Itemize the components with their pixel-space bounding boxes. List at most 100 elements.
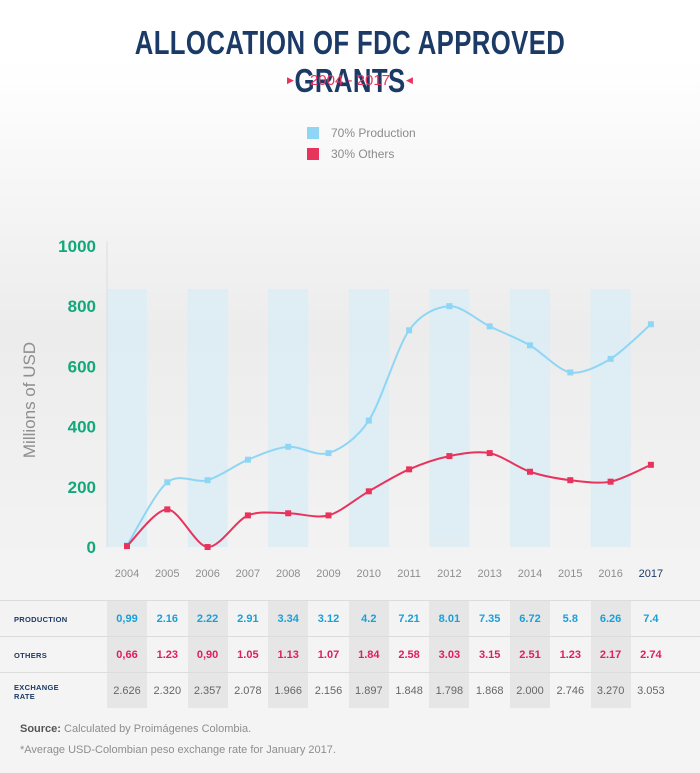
table-cell: 2.357 [193, 685, 222, 697]
band-2008 [268, 289, 309, 547]
data-point-production-2017 [647, 321, 654, 328]
table-cell: 7.21 [398, 613, 420, 625]
y-tick-label: 800 [68, 297, 96, 316]
table-cell: 3.15 [478, 649, 501, 661]
table-cell: 1.13 [277, 649, 299, 661]
footnote: *Average USD-Colombian peso exchange rat… [20, 744, 336, 756]
table-cell: 0,99 [116, 613, 138, 625]
table-cell: 2.16 [156, 613, 178, 625]
data-point-production-2007 [244, 456, 251, 463]
table-cell: 3.270 [596, 685, 625, 697]
x-tick-label: 2015 [558, 568, 582, 580]
row-label: PRODUCTION [14, 615, 68, 624]
table-cell: 0,90 [196, 649, 219, 661]
y-tick-label: 1000 [58, 237, 96, 256]
table-cell: 6.26 [599, 613, 622, 625]
table-cell: 2.156 [314, 685, 343, 697]
y-axis-label: Millions of USD [20, 341, 39, 459]
data-point-production-2014 [527, 342, 533, 349]
x-tick-label: 2007 [236, 568, 260, 580]
data-point-production-2012 [446, 303, 453, 310]
table-cell: 1.848 [395, 685, 423, 697]
table-cell: 1.798 [435, 685, 464, 697]
table-cell: 2.078 [234, 685, 262, 697]
x-tick-label: 2009 [316, 568, 340, 580]
table-cell: 3.03 [438, 649, 461, 661]
data-point-others-2004 [124, 543, 130, 550]
data-point-others-2009 [325, 512, 332, 519]
table-cell: 1.07 [317, 649, 340, 661]
table-cell: 2.17 [599, 649, 622, 661]
table-cell: 3.053 [637, 685, 665, 697]
table-column-band [187, 600, 228, 708]
table-cell: 1.897 [355, 685, 383, 697]
row-label: EXCHANGE RATE [14, 683, 59, 701]
table-cell: 1.05 [237, 649, 259, 661]
table-column-band [429, 600, 470, 708]
y-tick-label: 600 [68, 357, 96, 376]
data-point-others-2013 [486, 450, 493, 457]
source-line: Source: Calculated by Proimágenes Colomb… [20, 723, 251, 735]
x-tick-label: 2012 [437, 568, 461, 580]
table-cell: 1.84 [358, 649, 380, 661]
data-point-production-2008 [285, 443, 292, 450]
data-point-others-2008 [285, 510, 292, 517]
table-cell: 7.4 [643, 613, 659, 625]
legend-swatch-others [307, 147, 319, 160]
x-tick-label: 2006 [195, 568, 219, 580]
data-point-others-2017 [647, 461, 654, 468]
data-point-others-2007 [244, 512, 251, 519]
table-cell: 2.91 [237, 613, 259, 625]
band-2004 [107, 289, 147, 547]
table-column-band [348, 600, 389, 708]
x-tick-label: 2016 [598, 568, 622, 580]
table-cell: 3.12 [317, 613, 340, 625]
table-column-band [510, 600, 550, 708]
table-cell: 3.34 [277, 613, 299, 625]
right-arrow-icon: ▶ [287, 75, 294, 85]
x-tick-label: 2014 [518, 568, 542, 580]
table-cell: 4.2 [361, 613, 377, 625]
table-column-band [107, 600, 147, 708]
band-2014 [510, 289, 550, 547]
data-point-production-2006 [204, 477, 211, 484]
table-row: EXCHANGE RATE 2.626 2.320 2.357 2.078 1.966 2.… [0, 672, 700, 709]
data-point-others-2011 [406, 466, 413, 473]
x-tick-label: 2017 [639, 568, 663, 580]
legend-label-production: 70% Production [331, 125, 416, 140]
legend-item-production: 70% Production [307, 122, 416, 143]
line-chart: 0 200 400 600 800 1000 2004 2005 2006 2007 2008 200… [58, 237, 663, 580]
legend-swatch-production [307, 126, 319, 139]
data-point-others-2010 [365, 488, 372, 495]
data-point-others-2014 [527, 468, 533, 475]
subtitle-text: 2004 - 2017 [309, 72, 391, 89]
table-column-band [590, 600, 631, 708]
band-2016 [590, 289, 631, 547]
table-cell: 2.58 [398, 649, 420, 661]
table-cell: 5.8 [562, 613, 578, 625]
data-point-others-2005 [164, 506, 171, 513]
y-tick-label: 0 [87, 538, 96, 557]
data-point-production-2009 [325, 450, 332, 457]
table-cell: 1.23 [156, 649, 178, 661]
table-cell: 1.966 [274, 685, 302, 697]
table-cell: 2.746 [556, 685, 585, 697]
table-cell: 0,66 [116, 649, 138, 661]
legend-item-others: 30% Others [307, 143, 416, 164]
data-point-production-2015 [567, 369, 574, 376]
data-point-production-2013 [486, 323, 493, 330]
data-point-production-2010 [365, 417, 372, 424]
data-point-others-2012 [446, 453, 453, 460]
x-tick-label: 2005 [155, 568, 179, 580]
table-cell: 7.35 [478, 613, 501, 625]
page-title: ALLOCATION OF FDC APPROVED GRANTS [134, 24, 566, 99]
source-label: Source: [20, 723, 61, 735]
x-tick-label: 2004 [115, 568, 139, 580]
table-column-band [268, 600, 309, 708]
table-row: OTHERS 0,66 1.23 0,90 1.05 1.13 1.07 1.84 2.58 3.… [0, 636, 700, 673]
table-row: PRODUCTION 0,99 2.16 2.22 2.91 3.34 3.12 4.2 7.2… [0, 600, 700, 637]
band-2006 [187, 289, 228, 547]
table-cell: 1.868 [475, 685, 504, 697]
x-tick-label: 2013 [477, 568, 501, 580]
table-cell: 1.23 [559, 649, 581, 661]
